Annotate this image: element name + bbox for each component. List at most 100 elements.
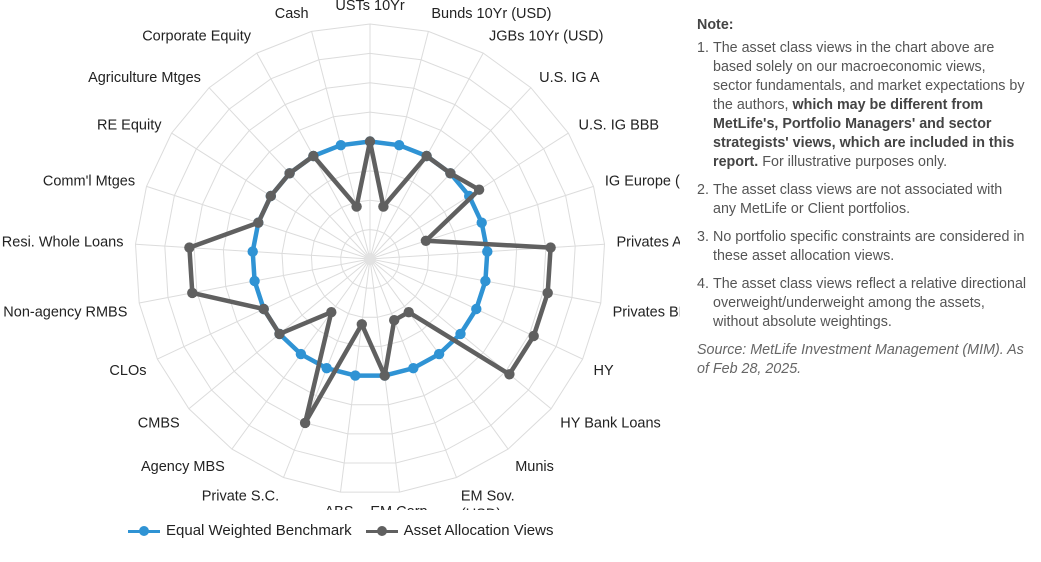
data-point-benchmark [482, 246, 493, 257]
data-point-views [265, 190, 276, 202]
radar-grid [134, 23, 606, 493]
data-point-views [378, 201, 389, 212]
note-2-text: The asset class views are not associated… [713, 182, 1003, 217]
axis-label: Corporate Equity [142, 29, 252, 45]
data-point-views [187, 287, 198, 299]
axis-label: Munis [515, 459, 554, 475]
axis-label: U.S. IG A [539, 70, 600, 86]
data-point-views [326, 307, 337, 318]
data-point-benchmark [476, 217, 487, 228]
axis-label: Non-agency RMBS [3, 304, 127, 320]
radar-chart: USTs 10Yr Bunds 10Yr (USD) JGBs 10Yr (USD)… [2, 0, 680, 510]
axis-label: RE Equity [97, 118, 162, 134]
grid-ring [222, 111, 518, 406]
legend-item-views: Asset Allocation Views [365, 522, 554, 539]
axis-label: IG Europe (USD) [605, 174, 680, 190]
note-1-bold-text: which may be different from MetLife's, P… [713, 97, 1015, 170]
data-point-benchmark [433, 348, 445, 360]
data-point-views [504, 369, 515, 380]
chart-legend: Equal Weighted Benchmark Asset Allocatio… [128, 522, 567, 539]
axis-label: Cash [275, 6, 309, 22]
data-point-views [379, 370, 390, 381]
data-point-views [473, 184, 485, 195]
legend-label-benchmark: Equal Weighted Benchmark [166, 522, 352, 539]
axis-label: EM Sov.(USD) [461, 489, 515, 510]
data-point-views [351, 201, 362, 212]
data-point-views [356, 319, 367, 330]
axis-label: Bunds 10Yr (USD) [431, 6, 551, 22]
center-dot [364, 253, 376, 265]
axis-label: U.S. IG BBB [579, 118, 660, 134]
data-point-views [389, 315, 400, 326]
data-point-views [284, 168, 295, 179]
grid-ring [310, 199, 430, 318]
source-note: Source: MetLife Investment Management (M… [697, 342, 1024, 377]
note-text: The asset class views in the chart above… [713, 39, 1027, 172]
data-point-views [184, 242, 195, 253]
data-point-views [364, 136, 376, 147]
grid-ring [134, 23, 606, 493]
axis-label: JGBs 10Yr (USD) [489, 29, 603, 45]
data-point-views [258, 303, 269, 315]
axis-label: ABS [324, 504, 353, 510]
data-point-views [528, 330, 539, 342]
axis-label: USTs 10Yr [335, 0, 404, 14]
legend-swatch-benchmark [128, 525, 160, 537]
data-point-views [542, 287, 553, 299]
radar-axis-labels: USTs 10Yr Bunds 10Yr (USD) JGBs 10Yr (USD)… [2, 0, 680, 510]
data-point-benchmark [249, 275, 260, 287]
axis-label: HY Bank Loans [560, 415, 661, 431]
data-point-benchmark [247, 246, 258, 257]
note-3: 3. No portfolio specific constraints are… [697, 228, 1027, 266]
data-point-benchmark [480, 275, 491, 287]
data-point-benchmark [321, 363, 332, 374]
legend-item-benchmark: Equal Weighted Benchmark [128, 522, 352, 539]
axis-label: Agency MBS [141, 459, 225, 475]
data-point-benchmark [295, 348, 307, 360]
note-number: 2. [697, 182, 709, 198]
axis-label: CLOs [109, 363, 146, 379]
data-point-views [421, 150, 432, 162]
data-point-views [403, 307, 414, 318]
note-4-text: The asset class views reflect a relative… [713, 276, 1027, 330]
note-number: 1. [697, 40, 709, 56]
data-point-views [308, 150, 319, 162]
data-point-views [253, 217, 264, 228]
note-1: 1. The asset class views in the chart ab… [697, 39, 1027, 172]
note-number: 4. [697, 276, 709, 292]
note-1-tail-text: For illustrative purposes only. [758, 154, 948, 170]
axis-label: Agriculture Mtges [88, 70, 201, 86]
data-point-benchmark [394, 140, 405, 151]
data-point-benchmark [471, 303, 482, 315]
data-point-benchmark [408, 363, 419, 374]
data-point-views [274, 328, 285, 340]
axis-label: Comm'l Mtges [43, 174, 135, 190]
note-2: 2. The asset class views are not associa… [697, 181, 1027, 219]
notes-panel: Note: 1. The asset class views in the ch… [697, 16, 1027, 379]
axis-label: CMBS [138, 415, 180, 431]
notes-title: Note: [697, 17, 734, 33]
note-4: 4. The asset class views reflect a relat… [697, 275, 1027, 332]
radar-series [184, 136, 556, 429]
grid-ring [193, 82, 547, 435]
axis-label: Private S.C. [202, 489, 279, 505]
legend-swatch-views [365, 525, 398, 537]
data-point-views [445, 168, 456, 179]
grid-ring [164, 52, 576, 464]
axis-label: Resi. Whole Loans [2, 235, 124, 251]
axis-label: EM Corp.(USD) [370, 504, 431, 510]
note-3-text: No portfolio specific constraints are co… [713, 229, 1025, 264]
legend-label-views: Asset Allocation Views [403, 522, 554, 539]
axis-label: HY [594, 363, 614, 379]
axis-label: Privates A [617, 235, 681, 251]
data-point-views [299, 417, 311, 429]
note-number: 3. [697, 229, 709, 245]
grid-ring [340, 229, 400, 289]
note-1-text: The asset class views in the chart above… [713, 40, 1025, 113]
data-point-views [545, 242, 556, 253]
axis-label: Privates BBB [613, 304, 680, 320]
data-point-benchmark [335, 140, 346, 151]
data-point-views [420, 235, 432, 246]
data-point-benchmark [455, 328, 466, 340]
data-point-benchmark [350, 370, 361, 381]
